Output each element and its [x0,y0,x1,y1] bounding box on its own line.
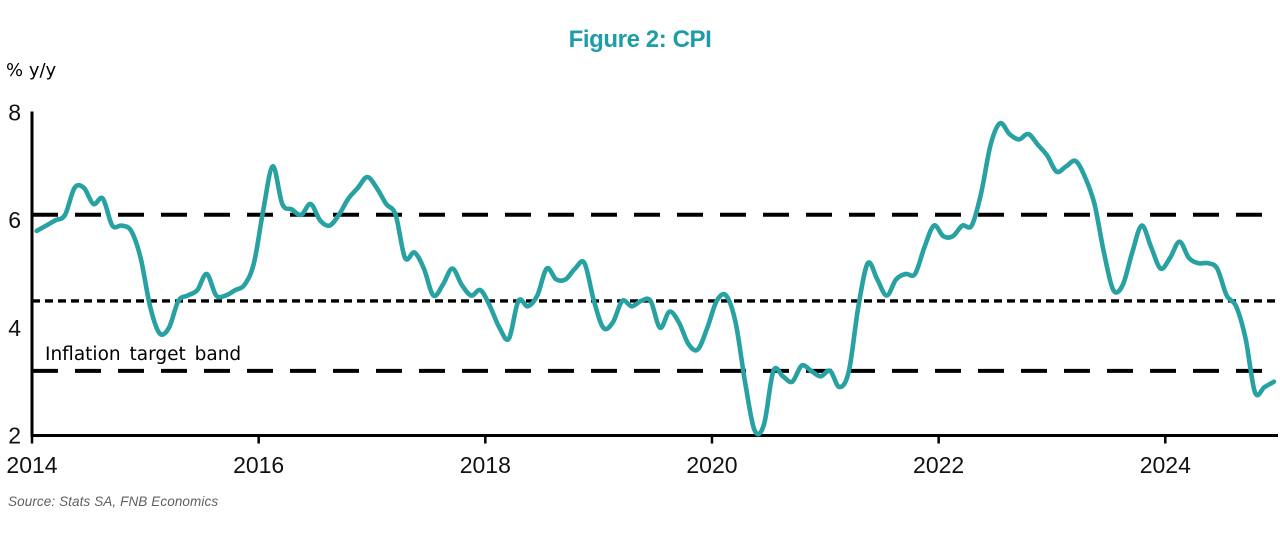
inflation-target-band-label: Inflation target band [45,344,242,365]
x-tick-label: 2022 [913,452,964,478]
x-tick-label: 2024 [1140,452,1191,478]
y-tick-label: 8 [8,100,21,126]
x-tick-label: 2018 [460,452,511,478]
source-note: Source: Stats SA, FNB Economics [8,494,219,509]
x-tick-label: 2016 [233,452,284,478]
y-axis-unit-label: % y/y [6,60,57,81]
chart-title: Figure 2: CPI [568,26,712,53]
x-tick-label: 2020 [686,452,737,478]
y-tick-label: 6 [8,207,21,233]
cpi-line [34,120,1277,437]
y-tick-label: 2 [8,423,21,449]
y-tick-label: 4 [8,315,21,341]
x-tick-label: 2014 [6,452,57,478]
